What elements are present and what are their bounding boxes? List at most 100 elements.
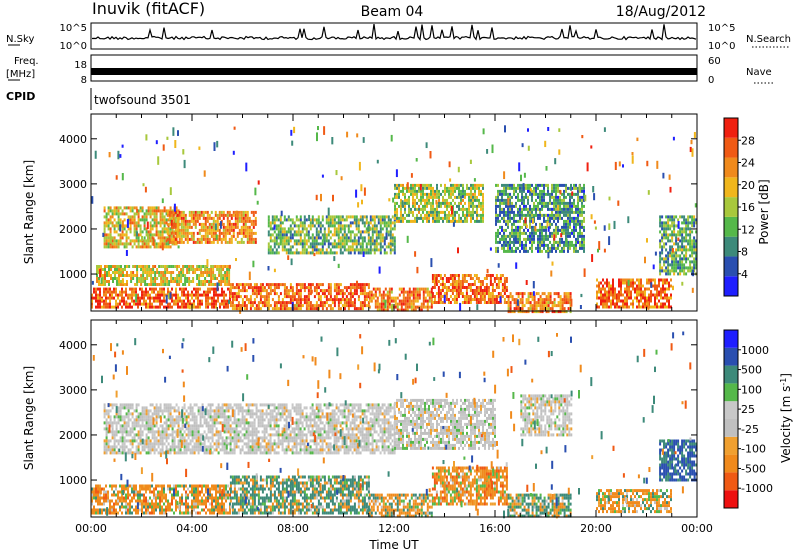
echo-cell [519,310,522,314]
echo-cell [361,215,364,219]
echo-cell [454,219,456,223]
echo-cell [505,289,508,292]
echo-cell [480,183,482,187]
echo-cell [107,212,110,216]
echo-cell [140,283,143,286]
echo-cell [662,287,664,291]
echo-cell [393,236,396,240]
echo-cell [618,305,620,309]
echo-cell [220,210,223,214]
echo-cell [267,218,270,222]
echo-cell [234,216,237,220]
echo-cell [337,242,340,246]
echo-cell [238,213,241,217]
echo-cell [604,290,606,294]
echo-cell [119,239,122,243]
echo-cell [555,234,557,238]
echo-cell [171,293,173,297]
echo-cell [343,224,346,228]
echo-cell [125,287,127,291]
echo-cell [400,308,403,312]
echo-cell [375,239,378,243]
echo-cell [523,207,525,211]
echo-cell [477,286,480,289]
echo-cell [638,293,640,297]
echo-cell [105,290,107,294]
echo-cell [404,204,406,208]
echo-cell [224,225,227,229]
echo-cell [433,274,436,277]
echo-cell [677,233,680,237]
echo-cell [687,221,690,225]
echo-cell [141,296,143,300]
echo-cell [543,237,545,241]
echo-cell [648,296,650,300]
echo-cell [557,310,560,314]
echo-cell [121,305,123,309]
echo-cell [685,227,688,231]
echo-cell [192,265,195,268]
echo-cell [681,245,684,249]
echo-cell [505,192,507,196]
echo-cell [632,302,634,306]
echo-cell [206,268,209,271]
echo-cell [376,287,379,291]
echo-cell [132,271,135,274]
echo-cell [313,304,316,308]
echo-cell [406,219,408,223]
echo-cell [442,216,444,220]
echo-cell [401,200,404,208]
echo-cell [168,216,171,220]
echo-cell [349,224,352,228]
echo-cell [165,305,167,309]
echo-cell [507,246,509,250]
echo-cell [565,219,567,223]
echo-cell [531,213,533,217]
echo-cell [119,233,122,237]
echo-cell [555,292,558,296]
echo-cell [233,304,236,308]
echo-cell [535,189,537,193]
echo-cell [105,221,108,225]
echo-cell [482,204,484,208]
echo-cell [353,251,356,255]
echo-cell [513,240,515,244]
echo-cell [471,289,474,292]
echo-cell [253,289,256,293]
echo-cell [598,287,600,291]
echo-cell [452,219,454,223]
echo-cell [683,248,686,252]
echo-cell [509,204,511,208]
echo-cell [157,296,159,300]
echo-cell [535,213,537,217]
echo-cell [497,219,499,223]
echo-cell [165,236,168,240]
echo-cell [339,301,342,305]
echo-cell [575,219,577,223]
echo-cell [470,213,472,217]
echo-cell [254,216,257,220]
echo-cell [197,299,199,303]
echo-cell [410,219,412,223]
echo-cell [299,221,302,225]
noise-trace [91,24,697,42]
echo-cell [620,278,622,282]
echo-cell [616,305,618,309]
echo-cell [166,213,169,217]
echo-cell [465,295,468,298]
echo-cell [533,192,535,196]
echo-cell [180,210,183,214]
echo-cell [581,201,583,205]
echo-cell [163,245,166,249]
echo-cell [441,283,444,286]
echo-cell [113,236,116,240]
echo-cell [667,266,670,270]
echo-cell [305,307,308,311]
echo-cell [229,292,232,296]
echo-cell [182,210,185,214]
echo-cell [226,231,229,235]
echo-cell [210,240,213,244]
echo-cell [497,234,499,238]
echo-cell [693,257,696,261]
echo-cell [482,192,484,196]
